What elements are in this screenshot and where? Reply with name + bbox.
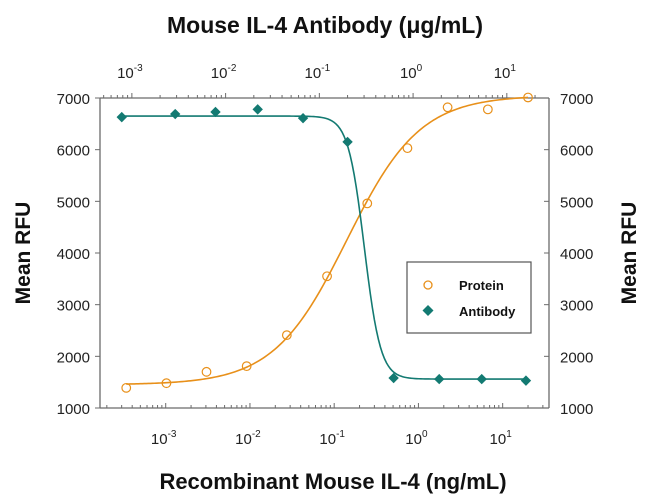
antibody-data-point	[297, 112, 309, 124]
x_bottom-tick-label: 100	[405, 429, 428, 448]
tick-base: 10	[494, 65, 511, 82]
antibody-data-point	[210, 106, 221, 118]
legend-protein-label: Protein	[459, 278, 504, 293]
antibody-data-point	[252, 104, 263, 115]
tick-base: 10	[117, 65, 134, 82]
x_top-tick-label: 10-2	[211, 63, 237, 82]
y-tick-label-left: 4000	[57, 246, 90, 263]
y-tick-label-right: 2000	[560, 349, 593, 366]
legend-antibody-marker	[422, 305, 434, 316]
tick-exponent: -1	[336, 429, 345, 440]
y-tick-label-left: 5000	[57, 194, 90, 211]
tick-base: 10	[305, 65, 322, 82]
y-tick-label-right: 7000	[560, 91, 593, 108]
y-tick-label-left: 6000	[57, 143, 90, 160]
y-tick-label-right: 5000	[560, 194, 593, 211]
protein-data-point	[442, 102, 453, 113]
protein-data-point	[523, 92, 533, 103]
protein-data-point	[121, 382, 132, 393]
right-y-axis-tick-labels: 1000 2000 3000 4000 5000 6000 7000	[560, 91, 593, 418]
legend-box	[406, 261, 532, 334]
antibody-data-point	[116, 111, 127, 123]
tick-exponent: 0	[417, 63, 423, 74]
protein-data-point	[482, 104, 493, 115]
y-tick-label-right: 3000	[560, 298, 593, 315]
x_top-tick-label: 101	[494, 63, 517, 82]
fit-curves	[121, 96, 529, 385]
x_bottom-tick-label: 10-3	[151, 429, 177, 448]
tick-exponent: -3	[168, 429, 177, 440]
tick-base: 10	[405, 431, 422, 448]
tick-base: 10	[490, 431, 507, 448]
x_top-tick-label: 10-1	[305, 63, 331, 82]
data-points	[116, 92, 533, 393]
antibody-data-point	[476, 373, 487, 385]
x-axis-label: Recombinant Mouse IL-4 (ng/mL)	[159, 469, 506, 494]
y-tick-label-right: 6000	[560, 143, 593, 160]
left-y-axis-tick-labels: 1000 2000 3000 4000 5000 6000 7000	[57, 91, 90, 418]
y-tick-label-left: 1000	[57, 401, 90, 418]
tick-exponent: 1	[510, 63, 516, 74]
y-tick-label-right: 1000	[560, 401, 593, 418]
tick-exponent: -2	[227, 63, 236, 74]
protein-data-point	[402, 143, 413, 154]
y-tick-label-left: 7000	[57, 91, 90, 108]
protein-data-point	[322, 271, 332, 282]
tick-base: 10	[235, 431, 252, 448]
tick-exponent: -2	[252, 429, 261, 440]
tick-base: 10	[211, 65, 228, 82]
y-axis-label-right: Mean RFU	[618, 202, 641, 305]
antibody-data-point	[342, 136, 353, 148]
tick-base: 10	[319, 431, 336, 448]
tick-exponent: 0	[422, 429, 428, 440]
y-tick-label-right: 4000	[560, 246, 593, 263]
top-axis-tick-labels: 10-3 10-2 10-1 100 101	[117, 63, 516, 82]
legend-protein-marker	[423, 280, 433, 290]
tick-base: 10	[400, 65, 417, 82]
antibody-data-point	[170, 108, 181, 120]
x_bottom-tick-label: 101	[490, 429, 513, 448]
antibody-data-point	[520, 375, 532, 386]
tick-exponent: -1	[321, 63, 330, 74]
tick-exponent: -3	[134, 63, 143, 74]
protein-data-point	[362, 198, 373, 209]
antibody-data-point	[388, 372, 399, 384]
bottom-axis-tick-labels: 10-3 10-2 10-1 100 101	[151, 429, 512, 448]
x_top-tick-label: 10-3	[117, 63, 143, 82]
protein-fit-curve	[126, 96, 529, 385]
y-tick-label-left: 2000	[57, 349, 90, 366]
y-tick-label-left: 3000	[57, 298, 90, 315]
protein-data-point	[281, 330, 292, 341]
tick-exponent: 1	[506, 429, 512, 440]
axis-ticks	[95, 93, 549, 409]
tick-base: 10	[151, 431, 168, 448]
protein-data-point	[161, 378, 172, 389]
protein-data-point	[201, 366, 212, 377]
chart-title: Mouse IL-4 Antibody (μg/mL)	[167, 12, 483, 38]
x_bottom-tick-label: 10-2	[235, 429, 261, 448]
axes	[99, 97, 550, 409]
legend: Protein Antibody	[406, 261, 532, 334]
antibody-data-point	[434, 373, 445, 385]
legend-antibody-label: Antibody	[459, 304, 516, 319]
x_bottom-tick-label: 10-1	[319, 429, 345, 448]
y-axis-label-left: Mean RFU	[12, 202, 35, 305]
x_top-tick-label: 100	[400, 63, 423, 82]
antibody-fit-curve	[121, 115, 526, 380]
protein-data-point	[241, 361, 252, 372]
